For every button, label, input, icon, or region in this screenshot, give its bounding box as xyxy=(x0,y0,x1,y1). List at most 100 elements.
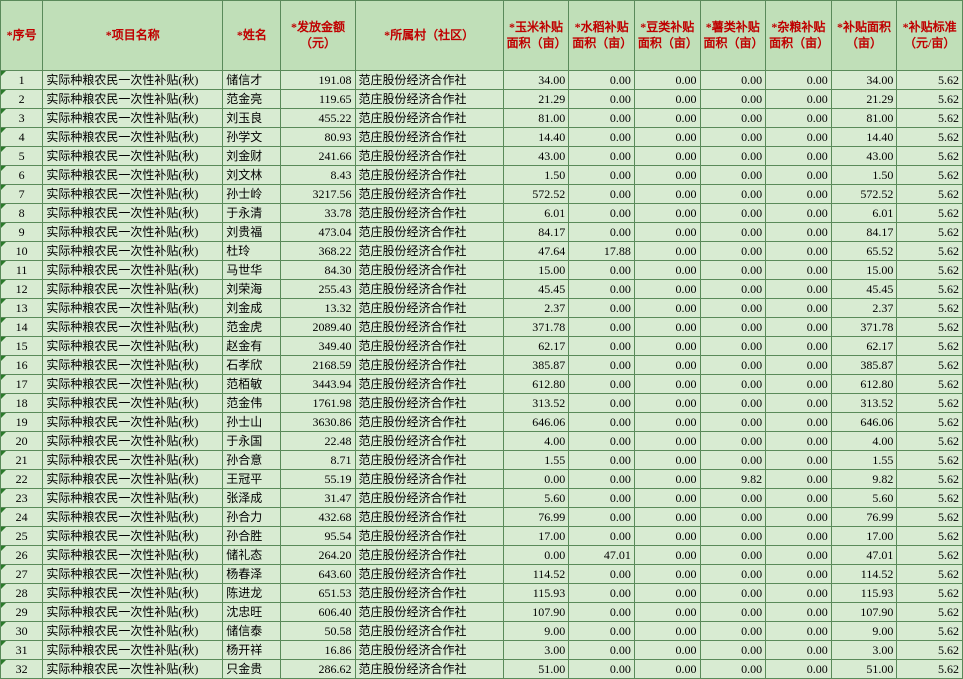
cell: 范庄股份经济合作社 xyxy=(355,356,503,375)
cell: 5.62 xyxy=(897,565,963,584)
cell: 11 xyxy=(1,261,43,280)
cell: 0.00 xyxy=(766,660,832,679)
cell: 0.00 xyxy=(634,489,700,508)
cell: 76.99 xyxy=(503,508,569,527)
cell: 0.00 xyxy=(700,166,766,185)
cell: 8.71 xyxy=(281,451,355,470)
cell: 0.00 xyxy=(766,394,832,413)
cell: 43.00 xyxy=(503,147,569,166)
cell: 范庄股份经济合作社 xyxy=(355,128,503,147)
cell: 0.00 xyxy=(569,660,635,679)
cell: 0.00 xyxy=(700,109,766,128)
cell: 0.00 xyxy=(700,223,766,242)
table-row: 24实际种粮农民一次性补贴(秋)孙合力432.68范庄股份经济合作社76.990… xyxy=(1,508,963,527)
table-row: 21实际种粮农民一次性补贴(秋)孙合意8.71范庄股份经济合作社1.550.00… xyxy=(1,451,963,470)
cell: 实际种粮农民一次性补贴(秋) xyxy=(43,565,223,584)
cell: 0.00 xyxy=(766,508,832,527)
cell: 范栢敏 xyxy=(223,375,281,394)
cell: 0.00 xyxy=(634,109,700,128)
cell: 8 xyxy=(1,204,43,223)
col-header-10: *补贴面积（亩） xyxy=(831,1,897,71)
cell: 范庄股份经济合作社 xyxy=(355,299,503,318)
cell: 0.00 xyxy=(634,546,700,565)
cell: 范庄股份经济合作社 xyxy=(355,622,503,641)
cell: 107.90 xyxy=(831,603,897,622)
cell: 0.00 xyxy=(700,299,766,318)
cell: 实际种粮农民一次性补贴(秋) xyxy=(43,337,223,356)
cell: 5.62 xyxy=(897,280,963,299)
cell: 范庄股份经济合作社 xyxy=(355,413,503,432)
cell: 15.00 xyxy=(503,261,569,280)
cell: 6.01 xyxy=(503,204,569,223)
cell: 刘贵福 xyxy=(223,223,281,242)
cell: 27 xyxy=(1,565,43,584)
cell: 646.06 xyxy=(503,413,569,432)
cell: 0.00 xyxy=(569,375,635,394)
cell: 实际种粮农民一次性补贴(秋) xyxy=(43,603,223,622)
cell: 22 xyxy=(1,470,43,489)
table-row: 19实际种粮农民一次性补贴(秋)孙士山3630.86范庄股份经济合作社646.0… xyxy=(1,413,963,432)
cell: 30 xyxy=(1,622,43,641)
cell: 5.62 xyxy=(897,375,963,394)
cell: 0.00 xyxy=(503,470,569,489)
cell: 2 xyxy=(1,90,43,109)
cell: 1 xyxy=(1,71,43,90)
cell: 62.17 xyxy=(503,337,569,356)
cell: 赵金有 xyxy=(223,337,281,356)
cell: 349.40 xyxy=(281,337,355,356)
cell: 0.00 xyxy=(634,508,700,527)
cell: 84.30 xyxy=(281,261,355,280)
cell: 0.00 xyxy=(569,261,635,280)
col-header-9: *杂粮补贴面积（亩） xyxy=(766,1,832,71)
cell: 张泽成 xyxy=(223,489,281,508)
cell: 实际种粮农民一次性补贴(秋) xyxy=(43,185,223,204)
cell: 0.00 xyxy=(766,109,832,128)
table-row: 26实际种粮农民一次性补贴(秋)储礼态264.20范庄股份经济合作社0.0047… xyxy=(1,546,963,565)
col-header-3: *发放金额（元） xyxy=(281,1,355,71)
table-row: 14实际种粮农民一次性补贴(秋)范金虎2089.40范庄股份经济合作社371.7… xyxy=(1,318,963,337)
cell: 15 xyxy=(1,337,43,356)
cell: 115.93 xyxy=(503,584,569,603)
cell: 2168.59 xyxy=(281,356,355,375)
cell: 刘金成 xyxy=(223,299,281,318)
cell: 0.00 xyxy=(569,432,635,451)
col-header-11: *补贴标准（元/亩） xyxy=(897,1,963,71)
cell: 0.00 xyxy=(569,394,635,413)
cell: 10 xyxy=(1,242,43,261)
cell: 0.00 xyxy=(700,318,766,337)
cell: 76.99 xyxy=(831,508,897,527)
cell: 50.58 xyxy=(281,622,355,641)
cell: 实际种粮农民一次性补贴(秋) xyxy=(43,356,223,375)
cell: 5.62 xyxy=(897,166,963,185)
cell: 0.00 xyxy=(766,622,832,641)
cell: 21 xyxy=(1,451,43,470)
cell: 191.08 xyxy=(281,71,355,90)
cell: 0.00 xyxy=(700,375,766,394)
cell: 119.65 xyxy=(281,90,355,109)
cell: 只金贵 xyxy=(223,660,281,679)
table-row: 10实际种粮农民一次性补贴(秋)杜玲368.22范庄股份经济合作社47.6417… xyxy=(1,242,963,261)
cell: 47.01 xyxy=(569,546,635,565)
cell: 范庄股份经济合作社 xyxy=(355,527,503,546)
cell: 0.00 xyxy=(700,394,766,413)
cell: 0.00 xyxy=(766,90,832,109)
cell: 17.88 xyxy=(569,242,635,261)
cell: 5.62 xyxy=(897,318,963,337)
cell: 0.00 xyxy=(569,204,635,223)
col-header-2: *姓名 xyxy=(223,1,281,71)
cell: 5.62 xyxy=(897,432,963,451)
cell: 286.62 xyxy=(281,660,355,679)
cell: 81.00 xyxy=(503,109,569,128)
cell: 9.00 xyxy=(831,622,897,641)
cell: 实际种粮农民一次性补贴(秋) xyxy=(43,394,223,413)
cell: 0.00 xyxy=(634,337,700,356)
cell: 0.00 xyxy=(766,166,832,185)
cell: 0.00 xyxy=(634,204,700,223)
cell: 0.00 xyxy=(569,565,635,584)
cell: 1761.98 xyxy=(281,394,355,413)
cell: 孙学文 xyxy=(223,128,281,147)
cell: 实际种粮农民一次性补贴(秋) xyxy=(43,489,223,508)
table-row: 11实际种粮农民一次性补贴(秋)马世华84.30范庄股份经济合作社15.000.… xyxy=(1,261,963,280)
cell: 孙士山 xyxy=(223,413,281,432)
cell: 范庄股份经济合作社 xyxy=(355,261,503,280)
